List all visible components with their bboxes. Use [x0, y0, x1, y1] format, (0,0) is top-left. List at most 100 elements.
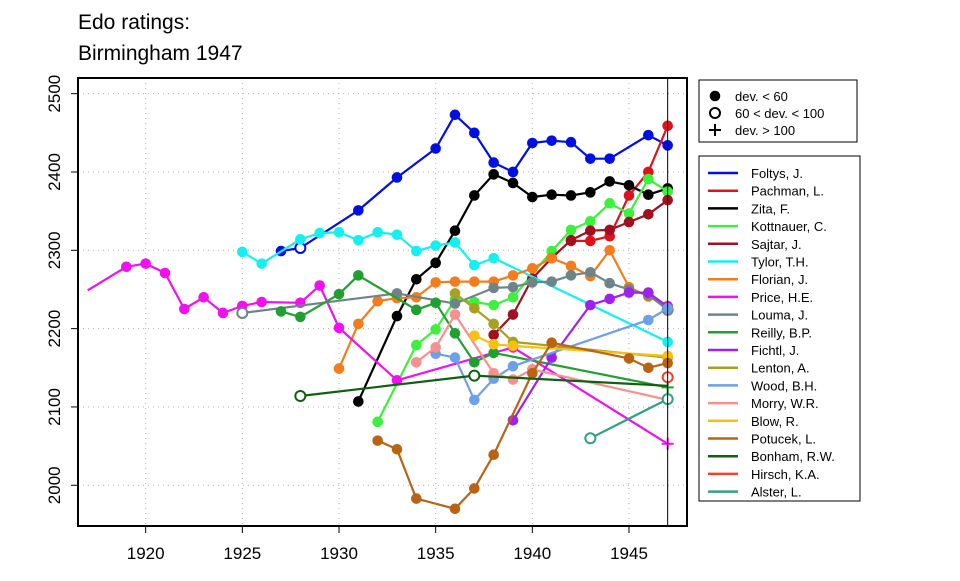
series-zita-f-point [546, 189, 557, 200]
series-kottnauer-c-point [585, 216, 596, 227]
legend-entry: Foltys, J. [751, 166, 803, 181]
legend-symbol-filled [709, 90, 721, 102]
series-kottnauer-c-point [643, 173, 654, 185]
series-blow-r-point [488, 338, 499, 350]
series-foltys-j-point [430, 143, 441, 154]
series-fichtl-j-line [512, 291, 669, 421]
series-fichtl-j-point [585, 299, 596, 311]
series-foltys-j-point [604, 153, 615, 164]
plot-frame [77, 77, 688, 527]
series-price-h-e-point [333, 322, 345, 334]
series-florian-j-point [527, 263, 538, 274]
series-tylor-t-h-point [256, 258, 267, 269]
series-sajtar-j-point [507, 309, 519, 320]
axes: 1920 1925 1930 1935 1940 1945 2000 2100 2200 2300… [45, 75, 688, 563]
series-florian-j-point [372, 295, 383, 307]
series-louma-j-point [507, 281, 519, 293]
series-alster-l-point [584, 432, 597, 445]
series-zita-f-point [469, 190, 480, 201]
series-foltys-j-point [585, 153, 596, 164]
series-kottnauer-c-point [430, 324, 441, 335]
series-tylor-t-h-point [333, 226, 345, 238]
series-potucek-l-line [377, 341, 668, 510]
series-wood-b-h-point [507, 360, 519, 372]
series-potucek-l-point [527, 367, 538, 379]
y-tick-label: 2400 [45, 153, 64, 191]
series-foltys-j-point [391, 172, 403, 183]
series-potucek-l-point [623, 353, 635, 364]
y-tick-label: 2000 [45, 466, 64, 504]
legend-entry: Sajtar, J. [751, 237, 802, 252]
series-florian-j-point [353, 318, 364, 330]
series-zita-f-point [623, 180, 635, 191]
series-bonham-r-w-line [300, 374, 668, 398]
series-blow-r-point [469, 330, 480, 341]
legend-symbol-label: dev. < 60 [735, 89, 788, 104]
series-potucek-l-point [372, 435, 383, 446]
legend-entry: Kottnauer, C. [751, 219, 827, 234]
y-tick-label: 2200 [45, 310, 64, 348]
series-fichtl-j-point [623, 287, 635, 298]
series-pachman-l-point [623, 190, 635, 201]
series-sajtar-j-point [604, 224, 615, 236]
series-tylor-t-h-point [372, 226, 383, 238]
legend-entry: Reilly, B.P. [751, 325, 812, 340]
legend-entry: Zita, F. [751, 201, 790, 216]
series-foltys-j-point [643, 129, 654, 141]
series-tylor-t-h-point [430, 240, 441, 251]
series-foltys-j-line [280, 113, 669, 253]
series-price-h-e-point [121, 261, 132, 273]
legend-entry: Potucek, L. [751, 432, 816, 447]
series-fichtl-j-point [604, 293, 615, 305]
series-wood-b-h-point [469, 394, 480, 406]
series-zita-f-point [565, 190, 577, 201]
series-tylor-t-h-point [488, 252, 499, 264]
series-wood-b-h-point [449, 352, 461, 363]
series-fichtl-j-point [643, 287, 654, 298]
series-zita-f-point [604, 176, 615, 187]
series-florian-j-point [565, 260, 577, 272]
series-layer [87, 109, 674, 515]
legend-entry: Lenton, A. [751, 361, 810, 376]
series-zita-f-point [411, 273, 422, 285]
x-tick-label: 1945 [610, 544, 648, 563]
series-price-h-e-point [140, 258, 151, 269]
legend-entry: Hirsch, K.A. [751, 467, 820, 482]
series-tylor-t-h-point [237, 246, 248, 258]
series-zita-f-point [643, 189, 654, 200]
series-tylor-t-h-point [469, 259, 480, 271]
series-morry-w-r-point [507, 374, 519, 385]
x-tick-label: 1935 [417, 544, 455, 563]
series-lenton-a [449, 288, 673, 363]
legend-symbol-open [709, 107, 721, 119]
series-zita-f-point [430, 257, 441, 269]
legend-entry: Bonham, R.W. [751, 449, 835, 464]
series-florian-j-point [546, 252, 557, 264]
series-price-h-e-point [391, 375, 403, 386]
series-foltys-j-point [527, 137, 538, 149]
series-price-h-e-point [217, 307, 229, 319]
series-reilly-b-p-point [469, 357, 480, 368]
y-tick-label: 2100 [45, 388, 64, 426]
legend-entry: Tylor, T.H. [751, 255, 809, 270]
series-fichtl-j [507, 287, 673, 426]
series-reilly-b-p-point [275, 306, 287, 317]
series-reilly-b-p-point [353, 270, 364, 281]
series-reilly-b-p-point [430, 297, 441, 309]
series-foltys-j-point [449, 109, 461, 121]
series-zita-f-point [353, 396, 364, 407]
series-florian-j-point [507, 270, 519, 281]
series-reilly-b-p-point [333, 288, 345, 300]
series-sajtar-j-point [565, 234, 577, 246]
legend-entry: Pachman, L. [751, 184, 824, 199]
series-zita-f [353, 169, 673, 407]
series-reilly-b-p-point [411, 304, 422, 316]
legend-entry: Florian, J. [751, 272, 808, 287]
series-sajtar-j-point [488, 329, 499, 341]
series-price-h-e-point [314, 280, 325, 291]
series-tylor-t-h-point [353, 234, 364, 246]
legend-symbol-label: dev. > 100 [735, 123, 795, 138]
legend-series: Foltys, J. Pachman, L. Zita, F. Kottnauer, … [698, 155, 861, 502]
series-tylor-t-h-point [411, 245, 422, 257]
